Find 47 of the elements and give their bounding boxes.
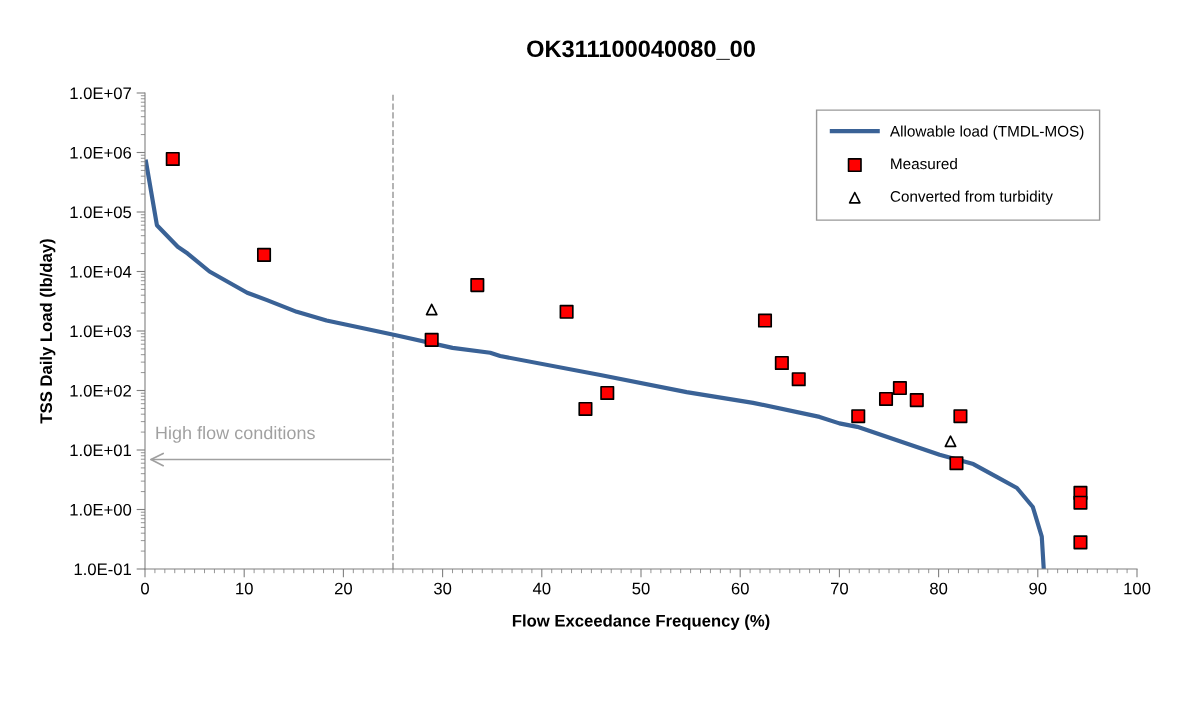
y-tick-label: 1.0E-01 bbox=[74, 563, 131, 576]
y-tick-label: 1.0E+02 bbox=[70, 384, 131, 397]
legend-label: Converted from turbidity bbox=[890, 190, 1053, 205]
y-axis-title: TSS Daily Load (lb/day) bbox=[39, 239, 56, 424]
y-tick-label: 1.0E+05 bbox=[70, 206, 132, 219]
point bbox=[425, 303, 438, 316]
x-tick-label: 0 bbox=[141, 582, 149, 595]
point bbox=[256, 247, 272, 262]
x-tick-label: 10 bbox=[236, 582, 253, 595]
chart-title: OK311100040080_00 bbox=[527, 40, 755, 60]
x-tick-label: 40 bbox=[532, 582, 551, 595]
point bbox=[757, 313, 773, 328]
point bbox=[791, 372, 806, 387]
point bbox=[774, 355, 789, 371]
point bbox=[909, 393, 924, 408]
x-tick-label: 30 bbox=[433, 582, 452, 595]
point bbox=[424, 332, 439, 347]
point bbox=[559, 304, 574, 319]
point bbox=[949, 456, 964, 471]
y-tick-label: 1.0E+01 bbox=[70, 444, 131, 457]
point bbox=[892, 380, 907, 396]
x-tick-label: 80 bbox=[930, 582, 948, 595]
x-axis-title: Flow Exceedance Frequency (%) bbox=[512, 614, 770, 630]
x-tick-label: 70 bbox=[830, 582, 849, 595]
point bbox=[470, 278, 485, 293]
y-tick-label: 1.0E+04 bbox=[70, 265, 132, 278]
y-tick-label: 1.0E+06 bbox=[70, 146, 132, 159]
point bbox=[944, 435, 957, 448]
legend-label: Measured bbox=[891, 158, 957, 170]
y-tick-label: 1.0E+07 bbox=[70, 87, 131, 100]
point bbox=[1073, 495, 1088, 510]
point bbox=[600, 385, 615, 400]
x-tick-label: 100 bbox=[1124, 582, 1151, 595]
point bbox=[953, 409, 968, 424]
point bbox=[1073, 535, 1088, 550]
point bbox=[851, 409, 866, 424]
y-tick-label: 1.0E+03 bbox=[70, 325, 132, 338]
legend-label: Allowable load (TMDL-MOS) bbox=[889, 125, 1084, 140]
x-tick-label: 20 bbox=[334, 582, 353, 595]
x-tick-label: 50 bbox=[632, 582, 650, 595]
x-tick-label: 60 bbox=[731, 582, 749, 595]
ref-line-label: High flow conditions bbox=[156, 426, 315, 443]
y-tick-label: 1.0E+00 bbox=[70, 503, 132, 516]
point bbox=[578, 401, 593, 416]
point bbox=[878, 391, 894, 407]
point bbox=[165, 151, 180, 166]
x-tick-label: 90 bbox=[1029, 582, 1047, 595]
